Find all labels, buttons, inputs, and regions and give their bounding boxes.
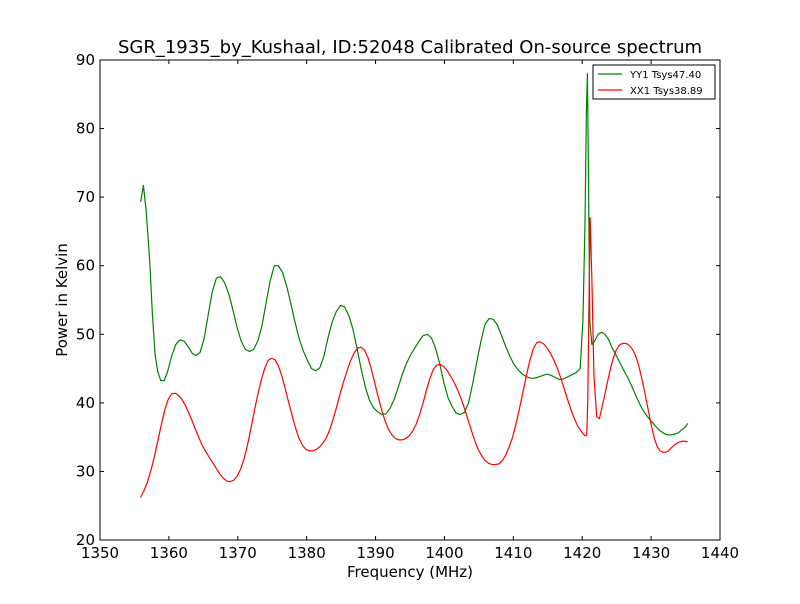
x-tick-label: 1440 — [701, 544, 739, 562]
y-tick-label: 60 — [76, 257, 95, 275]
y-tick-label: 90 — [76, 51, 95, 69]
x-tick-label: 1370 — [219, 544, 257, 562]
legend-label-yy1: YY1 Tsys47.40 — [629, 70, 701, 81]
plot-background — [100, 60, 720, 540]
plot-frame — [99, 59, 721, 541]
x-axis-ticks: 1350 1360 1370 1380 1390 1400 1410 1420 1430 1440 — [81, 60, 739, 562]
x-tick-label: 1390 — [356, 544, 394, 562]
y-axis-label: Power in Kelvin — [53, 243, 71, 357]
x-tick-label: 1360 — [150, 544, 188, 562]
x-tick-label: 1420 — [563, 544, 601, 562]
legend: YY1 Tsys47.40 XX1 Tsys38.89 — [592, 64, 716, 100]
y-tick-label: 70 — [76, 188, 95, 206]
series-layer — [140, 73, 689, 498]
y-axis-ticks: 20 30 40 50 60 70 80 90 — [76, 51, 720, 549]
x-tick-label: 1380 — [288, 544, 326, 562]
chart-title: SGR_1935_by_Kushaal, ID:52048 Calibrated… — [118, 37, 702, 58]
x-tick-label: 1400 — [425, 544, 463, 562]
y-tick-label: 80 — [76, 120, 95, 138]
x-tick-label: 1350 — [81, 544, 119, 562]
x-tick-label: 1430 — [632, 544, 670, 562]
legend-label-xx1: XX1 Tsys38.89 — [630, 86, 703, 97]
x-tick-label: 1410 — [494, 544, 532, 562]
x-axis-label: Frequency (MHz) — [347, 563, 473, 581]
series-line-yy1 — [140, 73, 689, 436]
y-tick-label: 50 — [76, 325, 95, 343]
legend-box — [592, 64, 716, 100]
y-tick-label: 30 — [76, 462, 95, 480]
y-tick-label: 20 — [76, 531, 95, 549]
y-tick-label: 40 — [76, 394, 95, 412]
series-line-xx1 — [140, 217, 688, 498]
